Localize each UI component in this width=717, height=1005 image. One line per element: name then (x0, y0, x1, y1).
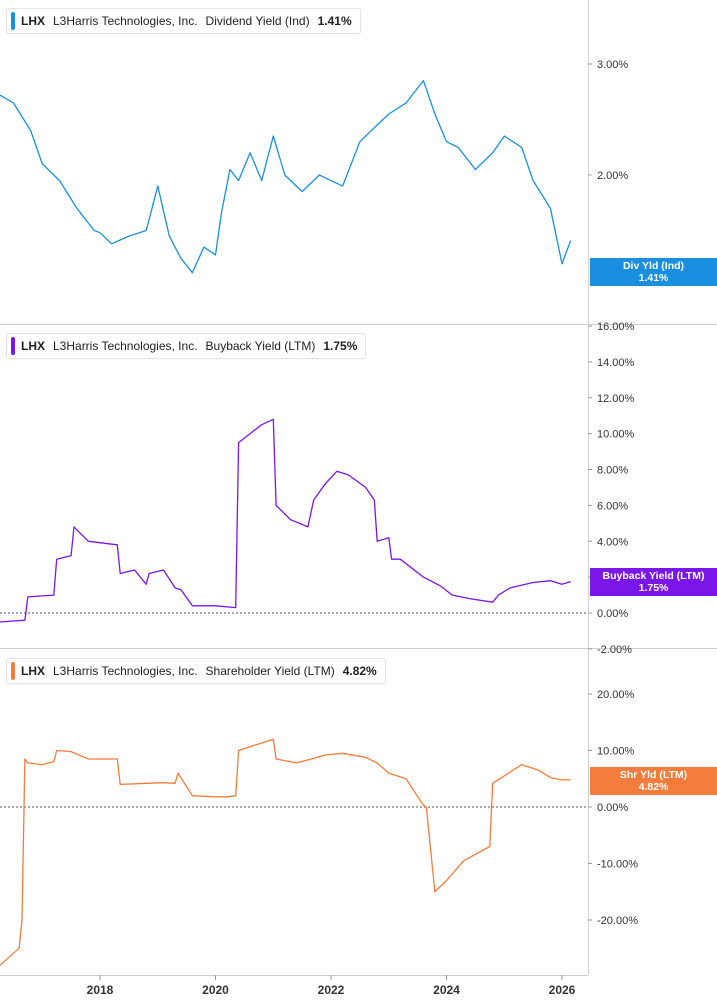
legend-value: 4.82% (342, 664, 377, 678)
legend-shareholder-yield[interactable]: LHX L3Harris Technologies, Inc. Sharehol… (6, 658, 386, 684)
x-tick-label: 2018 (87, 983, 114, 997)
y-tick-label: -2.00% (597, 644, 632, 656)
series-color-swatch (11, 662, 15, 680)
y-tick-label: 4.00% (597, 536, 628, 548)
x-tick-label: 2026 (549, 983, 576, 997)
legend-metric: Buyback Yield (LTM) (205, 339, 316, 353)
series-color-swatch (11, 337, 15, 355)
y-tick-label: 14.00% (597, 357, 635, 369)
legend-buyback-yield[interactable]: LHX L3Harris Technologies, Inc. Buyback … (6, 333, 367, 359)
legend-value: 1.75% (323, 339, 358, 353)
legend-ticker: LHX (21, 339, 45, 353)
legend-metric: Shareholder Yield (LTM) (205, 664, 335, 678)
tag-label: Shr Yld (LTM) (619, 769, 688, 781)
last-value-tag-dividend: Div Yld (Ind) 1.41% (590, 258, 717, 286)
series-line (0, 79, 572, 274)
x-tick-label: 2020 (202, 983, 229, 997)
y-tick-label: 2.00% (597, 170, 628, 182)
y-tick-label: -10.00% (597, 859, 638, 871)
y-tick-label: 8.00% (597, 465, 628, 477)
legend-ticker: LHX (21, 14, 45, 28)
y-tick-label: 10.00% (597, 746, 635, 758)
tag-label: Div Yld (Ind) (622, 260, 685, 272)
y-tick-label: 0.00% (597, 608, 628, 620)
tag-value: 4.82% (638, 781, 669, 793)
legend-company: L3Harris Technologies, Inc. (53, 14, 198, 28)
legend-company: L3Harris Technologies, Inc. (53, 664, 198, 678)
y-tick-label: 0.00% (597, 802, 628, 814)
y-tick-label: 16.00% (597, 321, 635, 333)
tag-label: Buyback Yield (LTM) (602, 570, 705, 582)
series-color-swatch (11, 12, 15, 30)
y-tick-label: 6.00% (597, 500, 628, 512)
y-tick-label: 20.00% (597, 689, 635, 701)
legend-value: 1.41% (317, 14, 352, 28)
x-tick-label: 2022 (318, 983, 345, 997)
y-tick-label: 10.00% (597, 429, 635, 441)
x-tick-label: 2024 (433, 983, 460, 997)
tag-value: 1.41% (638, 272, 669, 284)
legend-dividend-yield[interactable]: LHX L3Harris Technologies, Inc. Dividend… (6, 8, 361, 34)
y-tick-label: 3.00% (597, 59, 628, 71)
series-line (0, 738, 571, 966)
tag-value: 1.75% (638, 582, 669, 594)
series-line (0, 418, 571, 623)
legend-company: L3Harris Technologies, Inc. (53, 339, 198, 353)
legend-ticker: LHX (21, 664, 45, 678)
legend-metric: Dividend Yield (Ind) (205, 14, 310, 28)
y-tick-label: -20.00% (597, 915, 638, 927)
last-value-tag-buyback: Buyback Yield (LTM) 1.75% (590, 568, 717, 596)
last-value-tag-shareholder: Shr Yld (LTM) 4.82% (590, 767, 717, 795)
y-tick-label: 12.00% (597, 393, 635, 405)
